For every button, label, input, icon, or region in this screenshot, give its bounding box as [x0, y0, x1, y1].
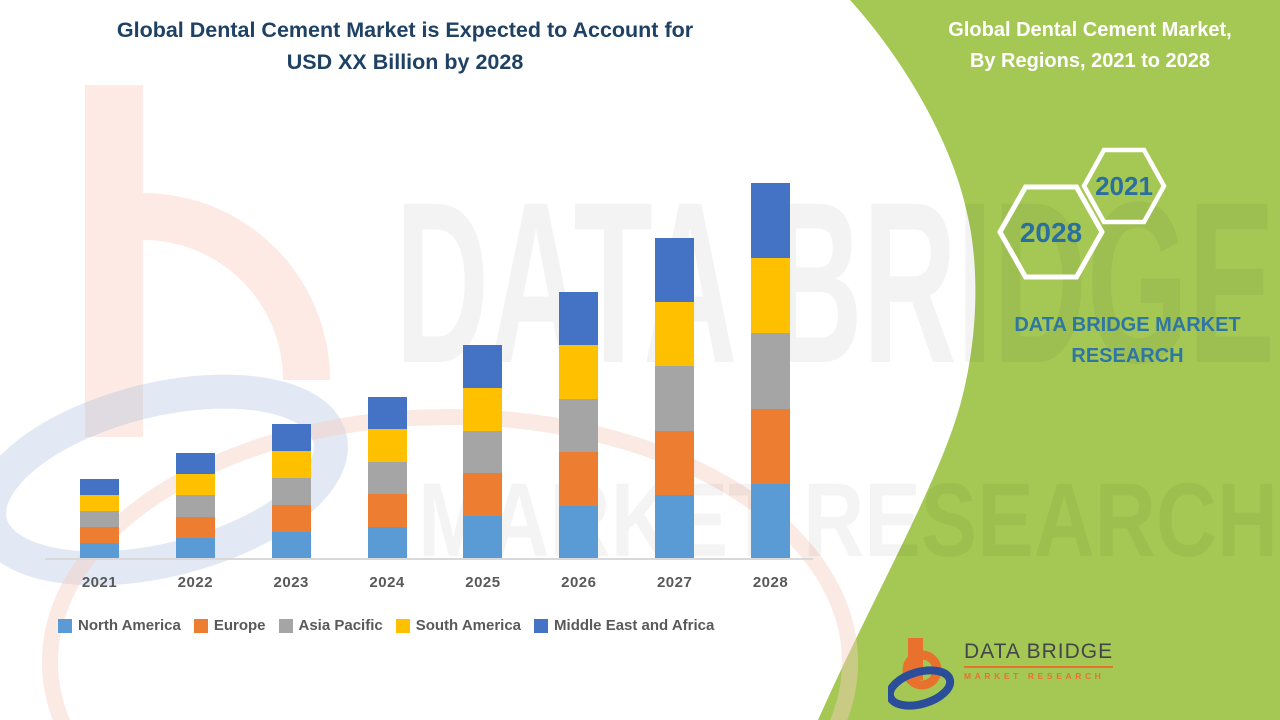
dbmr-logo-subtitle: MARKET RESEARCH — [964, 671, 1105, 681]
legend-swatch-south-america — [395, 618, 410, 633]
bar-segment-north-america — [80, 543, 119, 559]
legend-swatch-middle-east-and-africa — [534, 618, 549, 633]
legend-label-asia-pacific: Asia Pacific — [298, 617, 383, 634]
chart-legend: North America Europe Asia Pacific South Ame… — [58, 617, 714, 634]
stacked-bar-2021 — [80, 479, 119, 559]
bar-segment-europe — [559, 452, 599, 506]
hexagon-2021-year: 2021 — [1095, 171, 1153, 201]
bar-segment-middle-east-and-africa — [655, 238, 695, 303]
x-axis-label-2023: 2023 — [273, 574, 309, 591]
bar-segment-europe — [80, 527, 119, 543]
x-axis-label-2024: 2024 — [369, 574, 405, 591]
bar-segment-south-america — [463, 387, 503, 431]
legend-swatch-north-america — [58, 618, 72, 633]
x-axis-line — [45, 558, 813, 560]
brand-wordmark: DATA BRIDGE MARKET RESEARCH — [995, 310, 1260, 372]
dbmr-logo-name: DATA BRIDGE — [964, 640, 1114, 663]
panel-title-line1: Global Dental Cement Market, — [948, 19, 1232, 41]
legend-label-europe: Europe — [213, 617, 266, 634]
stacked-bar-2028 — [751, 183, 791, 560]
hexagon-2028 — [997, 184, 1105, 280]
bar-segment-south-america — [559, 345, 599, 399]
x-axis-label-2026: 2026 — [561, 574, 597, 591]
bar-segment-middle-east-and-africa — [367, 397, 407, 430]
brand-wordmark-line2: RESEARCH — [1071, 345, 1184, 367]
bar-segment-middle-east-and-africa — [559, 292, 599, 346]
bar-segment-middle-east-and-africa — [271, 424, 311, 451]
dbmr-logo: DATA BRIDGE MARKET RESEARCH — [888, 630, 1133, 715]
page-title-line1: Global Dental Cement Market is Expected … — [116, 18, 694, 42]
bar-segment-middle-east-and-africa — [175, 453, 215, 475]
legend-item-europe: Europe — [193, 617, 266, 634]
bar-segment-asia-pacific — [367, 461, 407, 495]
x-axis-label-2025: 2025 — [465, 574, 501, 591]
bar-segment-north-america — [271, 532, 311, 559]
legend-item-middle-east-and-africa: Middle East and Africa — [534, 617, 714, 634]
stacked-bar-2025 — [463, 345, 503, 559]
bar-segment-north-america — [559, 505, 599, 560]
legend-swatch-asia-pacific — [278, 618, 293, 633]
bar-segment-south-america — [271, 451, 311, 478]
legend-label-south-america: South America — [415, 617, 522, 634]
bar-segment-asia-pacific — [559, 398, 599, 453]
legend-item-north-america: North America — [58, 617, 181, 634]
bar-segment-middle-east-and-africa — [80, 479, 119, 495]
bar-segment-asia-pacific — [751, 333, 791, 409]
legend-item-asia-pacific: Asia Pacific — [278, 617, 383, 634]
x-axis-label-2021: 2021 — [81, 574, 118, 591]
bar-segment-asia-pacific — [175, 495, 215, 517]
panel-title: Global Dental Cement Market, By Regions,… — [915, 15, 1265, 77]
bar-segment-middle-east-and-africa — [463, 345, 503, 388]
hexagon-year-badges: 2021 2028 — [997, 147, 1167, 280]
bar-segment-asia-pacific — [463, 430, 503, 474]
brand-wordmark-line1: DATA BRIDGE MARKET — [1014, 314, 1241, 336]
bar-segment-europe — [367, 494, 407, 527]
x-axis-label-2027: 2027 — [656, 574, 693, 591]
bar-segment-south-america — [367, 429, 407, 462]
page-title: Global Dental Cement Market is Expected … — [50, 14, 760, 78]
bar-segment-europe — [271, 505, 311, 532]
legend-item-south-america: South America — [395, 617, 522, 634]
page-title-line2: USD XX Billion by 2028 — [286, 50, 524, 74]
bar-segment-middle-east-and-africa — [751, 183, 791, 259]
legend-label-middle-east-and-africa: Middle East and Africa — [554, 617, 715, 634]
bar-segment-europe — [751, 408, 791, 484]
stacked-bar-2023 — [271, 424, 311, 559]
dbmr-logo-text: DATA BRIDGE MARKET RESEARCH — [964, 640, 1114, 715]
stacked-bar-2022 — [175, 453, 215, 560]
dbmr-logo-icon — [888, 638, 955, 710]
stacked-bar-2026 — [559, 292, 599, 560]
legend-label-north-america: North America — [78, 617, 181, 634]
bar-segment-north-america — [463, 516, 503, 559]
bar-segment-asia-pacific — [271, 478, 311, 505]
hexagon-2028-year: 2028 — [1020, 217, 1082, 248]
bar-segment-asia-pacific — [655, 366, 695, 431]
bar-segment-europe — [175, 516, 215, 538]
bar-segment-north-america — [367, 526, 407, 560]
legend-swatch-europe — [193, 618, 208, 633]
x-axis-label-2028: 2028 — [752, 574, 789, 591]
bar-segment-north-america — [175, 537, 215, 560]
bar-segment-north-america — [751, 483, 791, 560]
bar-segment-south-america — [751, 258, 791, 334]
bar-segment-south-america — [175, 474, 215, 496]
bar-segment-asia-pacific — [80, 511, 119, 527]
panel-title-line2: By Regions, 2021 to 2028 — [969, 50, 1211, 72]
bar-segment-europe — [655, 430, 695, 495]
bar-segment-europe — [463, 473, 503, 517]
stacked-bar-2027 — [655, 238, 695, 560]
x-axis-label-2022: 2022 — [177, 574, 214, 591]
stacked-bar-2024 — [367, 397, 407, 560]
hexagon-2021 — [1081, 147, 1167, 225]
bar-segment-south-america — [80, 495, 119, 511]
dbmr-logo-divider — [964, 666, 1114, 668]
bar-segment-north-america — [655, 494, 695, 560]
bar-segment-south-america — [655, 302, 695, 367]
